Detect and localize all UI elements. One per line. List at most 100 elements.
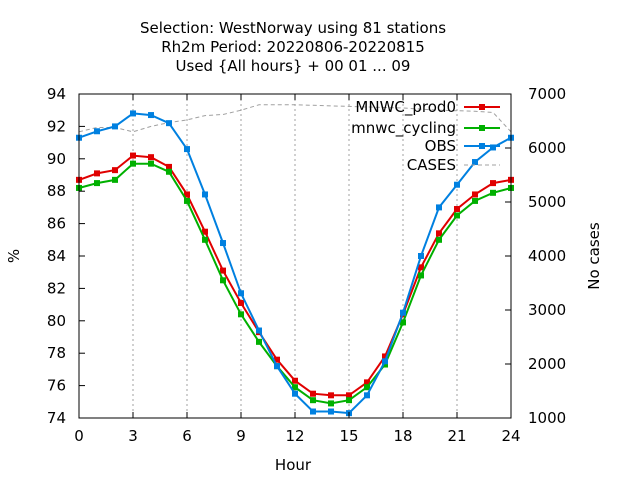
data-point bbox=[436, 204, 442, 211]
legend-label: OBS bbox=[425, 137, 456, 155]
data-point bbox=[364, 392, 370, 399]
data-point bbox=[148, 160, 154, 167]
data-point bbox=[274, 356, 280, 363]
data-point bbox=[130, 110, 136, 117]
data-point bbox=[148, 154, 154, 161]
x-tick-label: 18 bbox=[393, 427, 412, 445]
data-point bbox=[472, 191, 478, 198]
data-point bbox=[418, 253, 424, 259]
data-point bbox=[112, 167, 118, 174]
y-axis-label: % bbox=[5, 249, 23, 263]
data-point bbox=[310, 397, 316, 404]
y-tick-label: 92 bbox=[47, 117, 66, 135]
data-point bbox=[148, 112, 154, 119]
data-point bbox=[328, 392, 334, 399]
y-tick-label: 94 bbox=[47, 85, 66, 103]
data-point bbox=[310, 390, 316, 397]
y-tick-label: 82 bbox=[47, 279, 66, 297]
data-point bbox=[238, 311, 244, 318]
data-point bbox=[220, 240, 226, 247]
data-point bbox=[184, 146, 190, 153]
y-tick-label: 88 bbox=[47, 182, 66, 200]
data-point bbox=[454, 212, 460, 219]
data-point bbox=[490, 144, 496, 151]
data-point bbox=[328, 408, 334, 415]
data-point bbox=[112, 176, 118, 183]
data-point bbox=[184, 191, 190, 198]
data-point bbox=[292, 384, 298, 391]
data-point bbox=[436, 236, 442, 243]
chart-title: Selection: WestNorway using 81 stations … bbox=[140, 19, 446, 75]
data-point bbox=[292, 377, 298, 384]
title-line-1: Selection: WestNorway using 81 stations bbox=[140, 19, 446, 37]
data-point bbox=[256, 327, 262, 334]
x-tick-label: 15 bbox=[339, 427, 358, 445]
data-point bbox=[184, 197, 190, 204]
data-point bbox=[346, 392, 352, 399]
data-point bbox=[94, 128, 100, 135]
data-point bbox=[166, 168, 172, 175]
y-tick-label: 84 bbox=[47, 247, 66, 265]
data-point bbox=[364, 379, 370, 386]
data-point bbox=[364, 384, 370, 391]
x-tick-label: 12 bbox=[285, 427, 304, 445]
x-tick-label: 21 bbox=[447, 427, 466, 445]
y2-tick-label: 1000 bbox=[528, 409, 566, 427]
x-tick-label: 24 bbox=[501, 427, 520, 445]
y-tick-label: 74 bbox=[47, 409, 66, 427]
legend-label: CASES bbox=[407, 156, 456, 174]
y2-tick-label: 4000 bbox=[528, 247, 566, 265]
data-point bbox=[256, 338, 262, 345]
y2-tick-label: 6000 bbox=[528, 139, 566, 157]
gridlines bbox=[132, 94, 458, 418]
x-tick-label: 6 bbox=[182, 427, 192, 445]
x-tick-label: 3 bbox=[128, 427, 138, 445]
data-point bbox=[490, 180, 496, 187]
title-line-2: Rh2m Period: 20220806-20220815 bbox=[161, 38, 425, 56]
data-point bbox=[130, 152, 136, 159]
y2-tick-label: 7000 bbox=[528, 85, 566, 103]
data-point bbox=[274, 363, 280, 370]
data-point bbox=[454, 206, 460, 213]
data-point bbox=[382, 361, 388, 368]
data-point bbox=[202, 236, 208, 243]
data-point bbox=[130, 160, 136, 167]
legend-marker bbox=[479, 143, 485, 149]
legend-marker bbox=[479, 104, 485, 110]
data-point bbox=[310, 408, 316, 415]
data-point bbox=[382, 358, 388, 365]
data-point bbox=[436, 230, 442, 237]
data-point bbox=[112, 123, 118, 130]
data-point bbox=[94, 180, 100, 187]
data-point bbox=[238, 299, 244, 306]
legend-label: mnwc_cycling bbox=[351, 119, 456, 138]
axis-ticks: 0 3 6 9 12 15 18 21 24 74 76 78 80 82 84 86 88 90 92 94 1000… bbox=[47, 85, 566, 445]
x-tick-label: 0 bbox=[74, 427, 84, 445]
data-point bbox=[418, 264, 424, 271]
data-point bbox=[454, 181, 460, 188]
data-point bbox=[166, 120, 172, 127]
data-point bbox=[220, 267, 226, 274]
series-line-cases bbox=[78, 104, 512, 133]
legend-marker bbox=[479, 125, 485, 131]
y2-axis-label: No cases bbox=[585, 222, 603, 290]
data-point bbox=[472, 159, 478, 166]
data-point bbox=[292, 390, 298, 397]
data-point bbox=[238, 290, 244, 297]
title-line-3: Used {All hours} + 00 01 ... 09 bbox=[176, 57, 411, 75]
x-axis-label: Hour bbox=[275, 456, 312, 474]
y-tick-label: 86 bbox=[47, 215, 66, 233]
y2-tick-label: 2000 bbox=[528, 355, 566, 373]
data-point bbox=[400, 309, 406, 316]
data-point bbox=[400, 319, 406, 326]
data-point bbox=[490, 189, 496, 196]
legend-label: MNWC_prod0 bbox=[355, 98, 456, 117]
data-point bbox=[328, 400, 334, 407]
series-lines bbox=[76, 110, 514, 417]
data-point bbox=[382, 353, 388, 360]
data-point bbox=[166, 163, 172, 170]
y-tick-label: 90 bbox=[47, 150, 66, 168]
y-tick-label: 78 bbox=[47, 344, 66, 362]
